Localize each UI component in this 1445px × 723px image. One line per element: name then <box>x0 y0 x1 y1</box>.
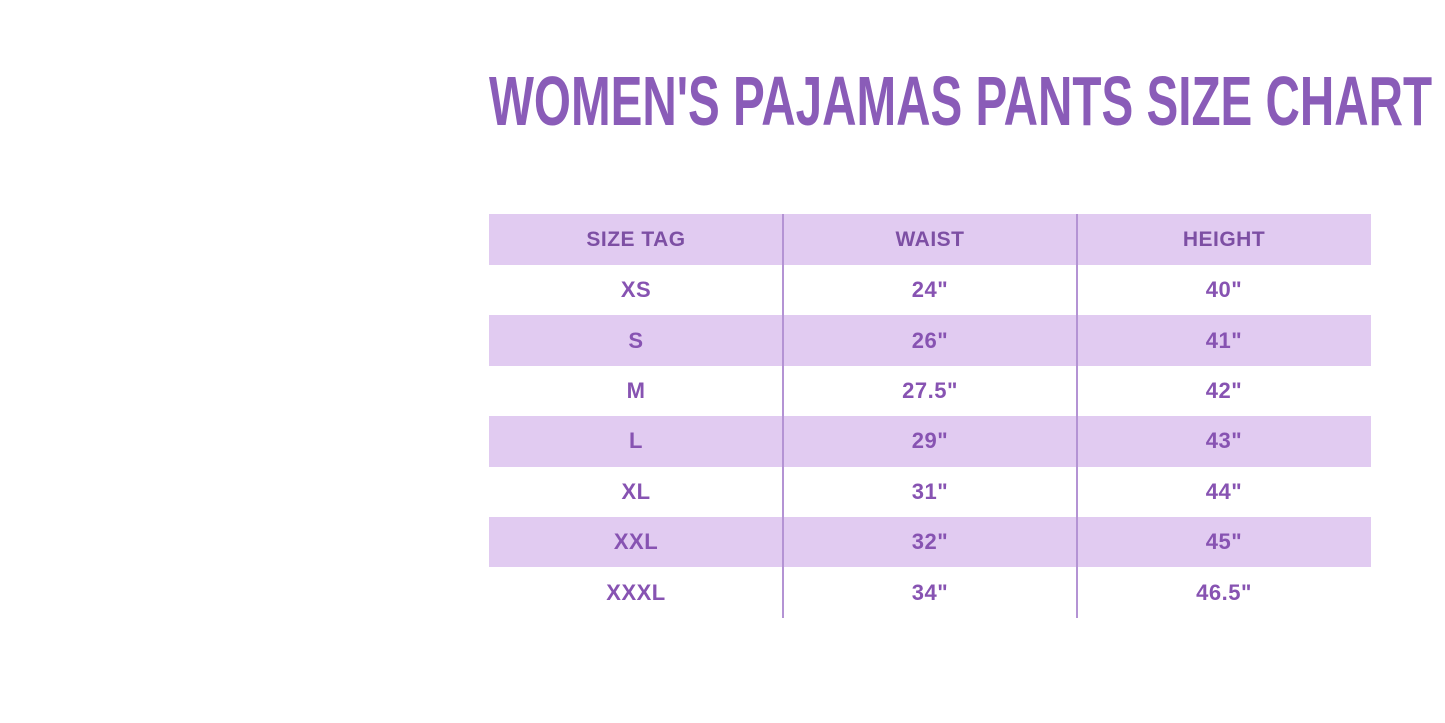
table-body: XS 24" 40" S 26" 41" M 27.5" 42" L 29" 43" XL 31" 44" X… <box>489 265 1371 618</box>
table-cell: 32" <box>911 529 949 555</box>
table-cell: 26" <box>911 327 949 353</box>
table-row: S 26" 41" <box>489 315 1371 366</box>
table-row: XXL 32" 45" <box>489 516 1371 568</box>
table-row: XL 31" 44" <box>489 467 1371 517</box>
table-cell: 45" <box>1205 529 1243 555</box>
table-cell: XXL <box>613 529 659 555</box>
table-cell: 44" <box>1205 478 1243 504</box>
column-header-waist: WAIST <box>895 227 965 251</box>
column-divider <box>782 214 784 618</box>
table-cell: 34" <box>911 579 949 605</box>
table-cell: 31" <box>911 478 949 504</box>
table-row: XS 24" 40" <box>489 265 1371 315</box>
size-chart-table: SIZE TAG WAIST HEIGHT XS 24" 40" S 26" 41" M 27… <box>489 214 1371 618</box>
column-header-height: HEIGHT <box>1182 227 1266 251</box>
table-cell: 41" <box>1205 327 1243 353</box>
column-header-size-tag: SIZE TAG <box>586 227 686 251</box>
table-cell: 40" <box>1205 277 1243 303</box>
table-cell: 27.5" <box>902 377 958 403</box>
table-cell: XS <box>620 277 652 303</box>
table-row: L 29" 43" <box>489 416 1371 467</box>
table-row: XXXL 34" 46.5" <box>489 567 1371 617</box>
table-cell: XL <box>621 478 651 504</box>
table-cell: 29" <box>911 428 949 454</box>
table-cell: S <box>628 327 644 353</box>
table-row: M 27.5" 42" <box>489 366 1371 416</box>
table-header-row: SIZE TAG WAIST HEIGHT <box>489 214 1371 265</box>
column-divider <box>1076 214 1078 618</box>
table-cell: XXXL <box>606 579 666 605</box>
page-title: WOMEN'S PAJAMAS PANTS SIZE CHART <box>489 62 1433 140</box>
table-cell: 46.5" <box>1196 579 1252 605</box>
table-cell: 42" <box>1205 377 1243 403</box>
table-cell: 43" <box>1205 428 1243 454</box>
table-cell: L <box>629 428 643 454</box>
table-cell: M <box>626 377 646 403</box>
table-cell: 24" <box>911 277 949 303</box>
